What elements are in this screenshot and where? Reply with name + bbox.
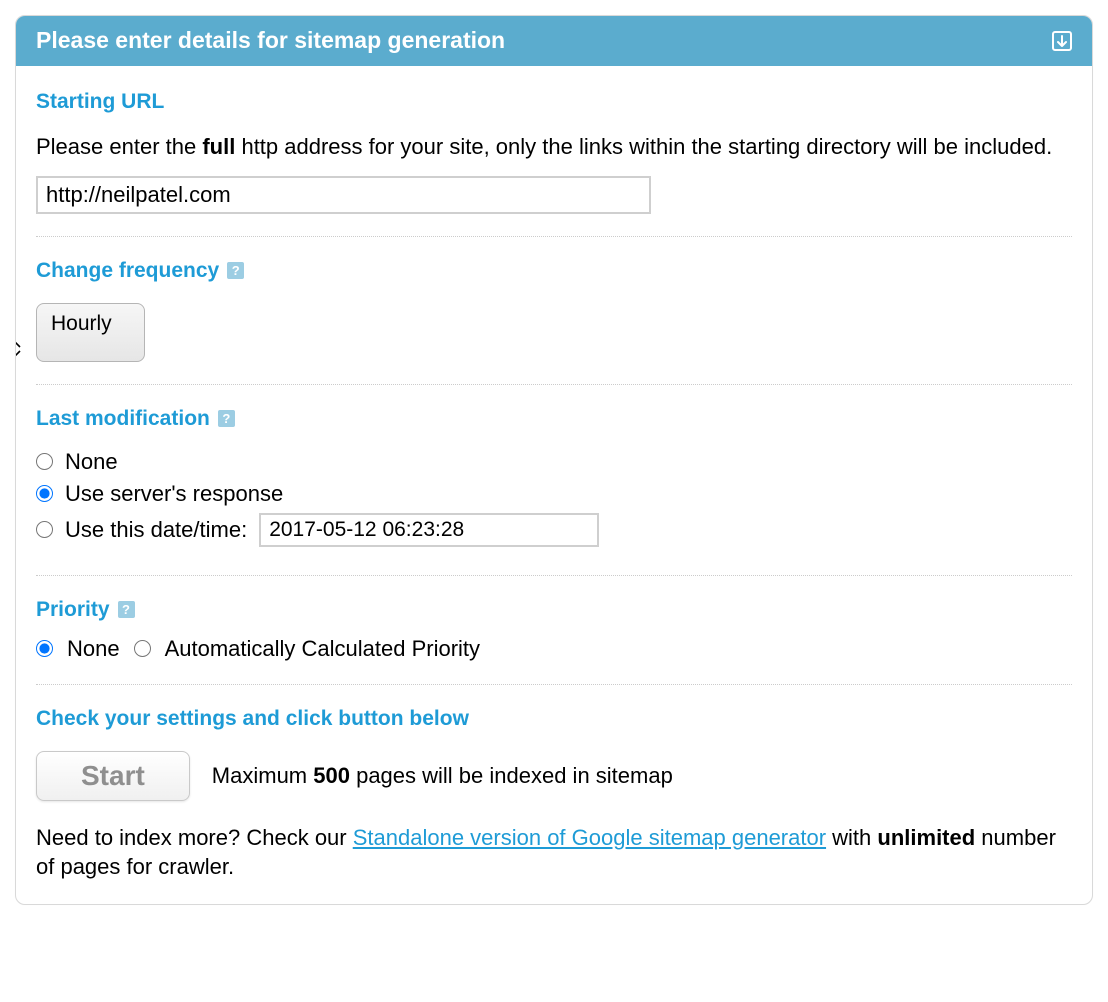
footer-bold: unlimited	[877, 825, 975, 850]
lastmod-radio-date[interactable]	[36, 521, 53, 538]
section-submit: Check your settings and click button bel…	[36, 707, 1072, 882]
start-note-prefix: Maximum	[212, 763, 313, 788]
priority-radio-none[interactable]	[36, 640, 53, 657]
lastmod-option-server[interactable]: Use server's response	[36, 481, 1072, 507]
priority-radio-auto[interactable]	[134, 640, 151, 657]
frequency-select-wrap: Hourly	[36, 303, 145, 362]
start-note: Maximum 500 pages will be indexed in sit…	[212, 763, 673, 789]
footer-prefix: Need to index more? Check our	[36, 825, 353, 850]
lastmod-server-label: Use server's response	[65, 481, 283, 507]
starting-url-desc: Please enter the full http address for y…	[36, 132, 1072, 162]
lastmod-radio-none[interactable]	[36, 453, 53, 470]
lastmod-radio-server[interactable]	[36, 485, 53, 502]
lastmod-option-none[interactable]: None	[36, 449, 1072, 475]
panel-header: Please enter details for sitemap generat…	[16, 16, 1092, 66]
start-note-bold: 500	[313, 763, 350, 788]
priority-label: Priority	[36, 598, 110, 622]
starting-url-desc-prefix: Please enter the	[36, 134, 202, 159]
help-icon[interactable]: ?	[227, 262, 244, 279]
starting-url-desc-bold: full	[202, 134, 235, 159]
start-note-suffix: pages will be indexed in sitemap	[350, 763, 673, 788]
lastmod-none-label: None	[65, 449, 118, 475]
priority-options: None Automatically Calculated Priority	[36, 636, 1072, 662]
priority-none-label: None	[67, 636, 120, 662]
starting-url-desc-suffix: http address for your site, only the lin…	[235, 134, 1052, 159]
chevron-updown-icon	[15, 341, 21, 357]
footer-mid: with	[826, 825, 877, 850]
panel-body: Starting URL Please enter the full http …	[16, 66, 1092, 904]
footer-link[interactable]: Standalone version of Google sitemap gen…	[353, 825, 826, 850]
priority-title: Priority ?	[36, 598, 1072, 622]
footer-text: Need to index more? Check our Standalone…	[36, 823, 1072, 882]
section-change-frequency: Change frequency ? Hourly	[36, 259, 1072, 385]
frequency-select[interactable]: Hourly	[39, 306, 142, 341]
help-icon[interactable]: ?	[218, 410, 235, 427]
last-modification-title: Last modification ?	[36, 407, 1072, 431]
last-modification-label: Last modification	[36, 407, 210, 431]
collapse-icon[interactable]	[1052, 31, 1072, 51]
lastmod-option-date[interactable]: Use this date/time:	[36, 513, 1072, 547]
last-modification-options: None Use server's response Use this date…	[36, 449, 1072, 547]
change-frequency-label: Change frequency	[36, 259, 219, 283]
lastmod-date-input[interactable]	[259, 513, 599, 547]
start-row: Start Maximum 500 pages will be indexed …	[36, 751, 1072, 801]
lastmod-date-label: Use this date/time:	[65, 517, 247, 543]
help-icon[interactable]: ?	[118, 601, 135, 618]
priority-auto-label: Automatically Calculated Priority	[165, 636, 480, 662]
panel-title: Please enter details for sitemap generat…	[36, 27, 505, 54]
starting-url-input[interactable]	[36, 176, 651, 214]
section-priority: Priority ? None Automatically Calculated…	[36, 598, 1072, 685]
sitemap-settings-panel: Please enter details for sitemap generat…	[15, 15, 1093, 905]
submit-title: Check your settings and click button bel…	[36, 707, 1072, 731]
start-button[interactable]: Start	[36, 751, 190, 801]
change-frequency-title: Change frequency ?	[36, 259, 1072, 283]
section-starting-url: Starting URL Please enter the full http …	[36, 90, 1072, 237]
starting-url-title: Starting URL	[36, 90, 1072, 114]
section-last-modification: Last modification ? None Use server's re…	[36, 407, 1072, 576]
